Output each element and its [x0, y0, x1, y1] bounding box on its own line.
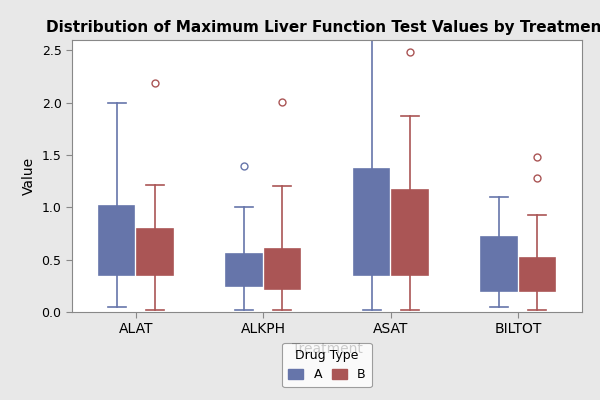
PathPatch shape	[481, 237, 517, 291]
PathPatch shape	[137, 229, 173, 275]
PathPatch shape	[520, 258, 555, 291]
X-axis label: Treatment: Treatment	[292, 342, 362, 356]
Legend: A, B: A, B	[282, 342, 372, 387]
PathPatch shape	[392, 190, 428, 275]
Title: Distribution of Maximum Liver Function Test Values by Treatment: Distribution of Maximum Liver Function T…	[46, 20, 600, 35]
PathPatch shape	[354, 169, 389, 275]
PathPatch shape	[265, 249, 300, 289]
PathPatch shape	[226, 254, 262, 286]
PathPatch shape	[99, 206, 134, 275]
Y-axis label: Value: Value	[22, 157, 36, 195]
